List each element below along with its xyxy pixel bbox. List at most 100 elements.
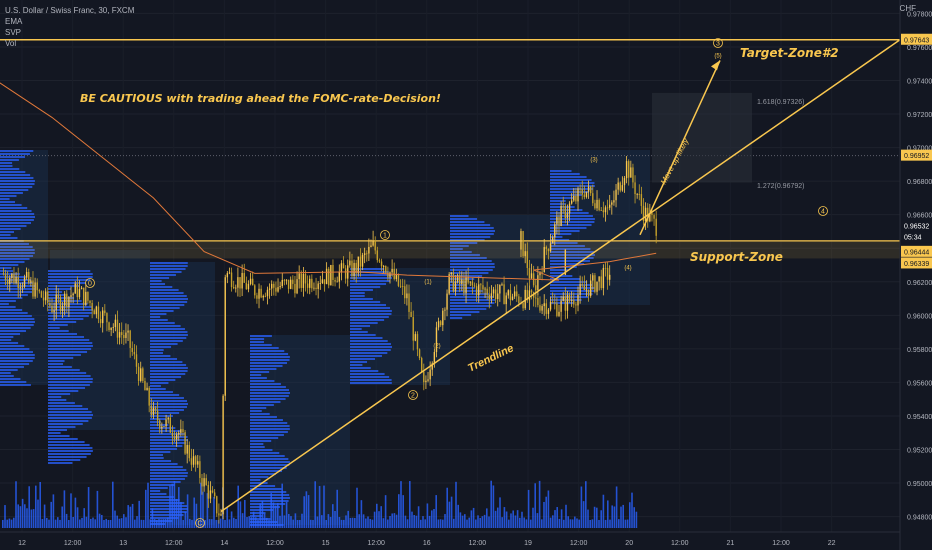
volume-bar [316,516,319,528]
candle-body [144,380,146,391]
candle-body [6,279,9,284]
profile-bar [450,314,472,316]
candle-body [87,291,89,301]
candle-body [448,274,450,294]
price-label-box [901,33,932,45]
volume-bar [140,519,143,528]
profile-bar [0,246,33,248]
volume-bar [417,506,420,528]
chart-legend: U.S. Dollar / Swiss Franc, 30, FXCM EMA … [5,5,134,49]
profile-bar [48,366,72,368]
profile-bar [550,239,570,241]
profile-bar [350,283,387,285]
volume-bar [252,511,255,528]
volume-bar [479,517,481,528]
candle-body [351,260,353,277]
profile-bar [150,328,185,330]
candle-body [156,410,159,421]
profile-bar [550,272,564,274]
profile-bar [250,410,262,412]
candle-body [366,253,368,255]
candle-body [273,283,275,288]
volume-bar [439,519,442,528]
volume-bar [145,489,147,528]
profile-bar [150,265,188,267]
candle-body [222,395,224,515]
profile-bar [550,185,595,187]
indicator-vol[interactable]: Vol [5,39,17,48]
candle-body [594,203,596,209]
profile-bar [48,462,73,464]
profile-bar [0,201,16,203]
profile-bar [150,397,184,399]
volume-bar [109,519,112,528]
candle-body [560,205,562,226]
profile-bar [0,366,24,368]
candle-body [535,285,537,291]
profile-bar [48,426,76,428]
candle-body [188,444,191,459]
profile-bar [550,278,581,280]
candle-body [32,280,34,297]
time-tick-label: 12:00 [570,540,588,547]
candle-body [61,305,64,311]
profile-bar [150,481,181,483]
volume-bar [270,493,272,528]
profile-bar [250,431,288,433]
indicator-ema[interactable]: EMA [5,17,23,26]
candle-body [606,207,609,209]
volume-bar [549,517,552,528]
candle-body [167,417,169,420]
volume-bar [598,519,600,528]
candle-body [621,185,624,191]
indicator-svp[interactable]: SVP [5,28,22,37]
profile-bar [0,354,35,356]
time-tick-label: 13 [119,540,127,547]
profile-bar [150,394,180,396]
candle-body [473,285,476,287]
volume-bar [558,518,561,528]
volume-bar [213,496,215,528]
candle-body [287,279,290,289]
profile-bar [550,209,583,211]
price-tick-label: 0.95600 [907,380,932,387]
profile-bar [250,515,263,517]
profile-bar [250,380,275,382]
candle-body [589,186,592,194]
candle-body [469,281,471,283]
candle-body [275,287,277,292]
candle-body [655,218,657,236]
candle-body [330,265,332,286]
candle-body [175,434,178,440]
volume-bar [499,497,501,528]
candle-body [254,285,256,296]
candle-body [300,273,302,288]
symbol-title: U.S. Dollar / Swiss Franc, 30, FXCM [5,6,135,15]
profile-bar [48,309,93,311]
volume-bar [365,518,367,528]
time-tick-label: 12 [18,540,26,547]
volume-bar [391,513,393,528]
candle-body [609,274,611,280]
profile-bar [0,318,35,320]
profile-bar [250,413,270,415]
candle-body [319,283,321,284]
profile-bar [0,276,26,278]
candle-body [306,283,309,288]
candle-body [173,436,176,440]
profile-bar [350,295,365,297]
candle-body [492,289,495,294]
candle-body [184,432,186,454]
candle-body [573,195,575,201]
profile-bar [48,273,93,275]
profile-bar [48,318,84,320]
volume-bar [523,517,525,528]
profile-bar [250,341,264,343]
candle-body [47,291,49,303]
profile-bar [0,153,30,155]
volume-bar [19,506,22,528]
profile-bar [150,445,183,447]
candle-body [488,294,490,300]
candle-body [480,284,482,286]
